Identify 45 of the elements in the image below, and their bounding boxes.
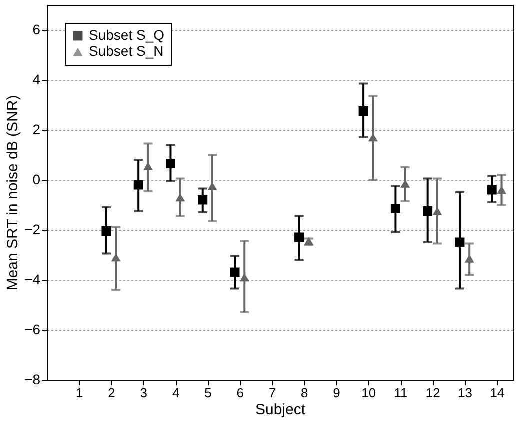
point <box>358 106 368 116</box>
point <box>134 180 144 190</box>
y-axis-title: Mean SRT in noise dB (SNR) <box>4 95 22 291</box>
x-tick-label: 8 <box>300 386 308 400</box>
point <box>487 185 497 195</box>
x-tick-label: 4 <box>172 386 180 400</box>
point <box>455 238 465 248</box>
x-tick-label: 1 <box>76 386 84 400</box>
legend-label: Subset S_N <box>89 43 164 59</box>
y-tick-label: −8 <box>24 372 41 388</box>
point <box>464 254 474 263</box>
y-tick-label: −6 <box>24 322 41 338</box>
point <box>111 253 121 262</box>
x-tick-label: 5 <box>204 386 212 400</box>
x-tick-label: 11 <box>394 386 408 400</box>
y-tick-label: −4 <box>24 272 41 288</box>
point <box>368 133 378 142</box>
y-tick-label: 2 <box>32 122 41 138</box>
point <box>176 193 186 202</box>
point <box>240 273 250 282</box>
x-tick-label: 6 <box>236 386 244 400</box>
point <box>102 226 112 236</box>
x-tick-label: 12 <box>426 386 440 400</box>
point <box>294 232 304 242</box>
point <box>230 268 240 278</box>
point <box>198 195 208 205</box>
y-tick-label: 6 <box>32 22 41 38</box>
x-tick-label: 9 <box>333 386 340 400</box>
x-tick-label: 10 <box>362 386 376 400</box>
legend-label: Subset S_Q <box>89 27 165 43</box>
x-tick-label: 3 <box>140 386 148 400</box>
x-tick-label: 14 <box>490 386 505 400</box>
x-tick-label: 2 <box>108 386 116 400</box>
point <box>390 204 400 214</box>
point <box>166 159 176 168</box>
y-tick-label: 4 <box>32 72 41 88</box>
point <box>400 180 410 188</box>
y-tick-label: −2 <box>24 222 41 238</box>
x-tick-label: 7 <box>268 386 276 400</box>
point <box>432 207 442 216</box>
point <box>143 162 153 170</box>
x-axis-title: Subject <box>255 402 306 418</box>
x-tick-label: 13 <box>458 386 473 400</box>
point <box>423 206 433 216</box>
y-tick-label: 0 <box>32 172 41 188</box>
